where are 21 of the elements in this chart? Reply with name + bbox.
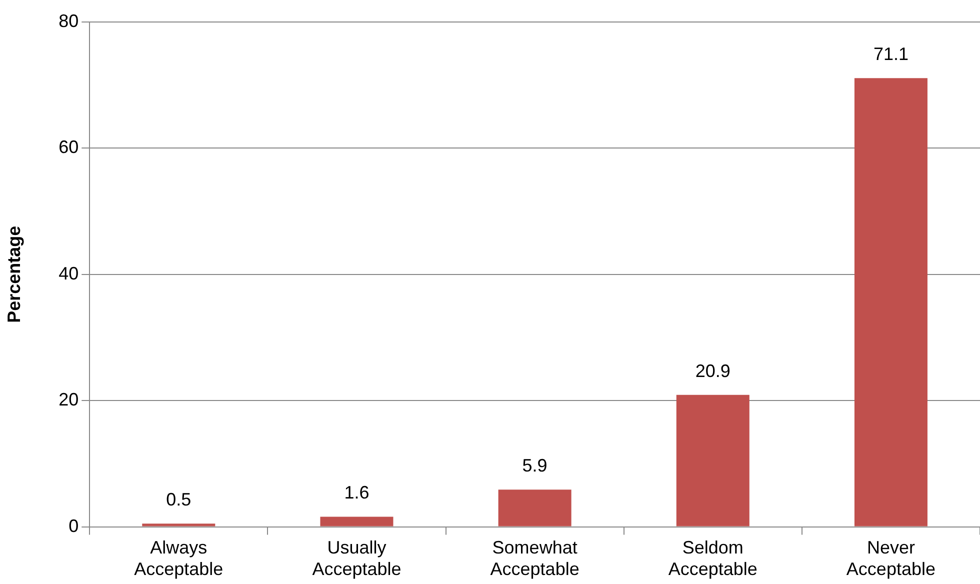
data-label: 1.6 xyxy=(344,482,370,503)
y-axis-title: Percentage xyxy=(4,226,24,323)
y-tick-label: 60 xyxy=(58,137,79,158)
data-label: 0.5 xyxy=(166,490,192,510)
y-tick-label: 80 xyxy=(58,10,79,31)
x-tick-label: Usually Acceptable xyxy=(312,538,402,580)
bar xyxy=(498,490,572,526)
bar xyxy=(320,516,394,526)
y-tick-label: 0 xyxy=(68,516,79,536)
x-tick-label: Somewhat Acceptable xyxy=(490,538,580,580)
bar xyxy=(676,394,750,526)
data-label: 20.9 xyxy=(695,360,730,381)
data-label: 5.9 xyxy=(522,456,548,476)
x-tick-label: Seldom Acceptable xyxy=(668,538,758,580)
y-tick-label: 20 xyxy=(58,390,79,410)
x-tick-label: Never Acceptable xyxy=(846,538,936,580)
x-tick-label: Always Acceptable xyxy=(134,538,224,580)
y-tick-label: 40 xyxy=(58,263,79,284)
bar xyxy=(854,78,928,526)
data-label: 71.1 xyxy=(873,44,908,64)
bar xyxy=(142,524,216,526)
